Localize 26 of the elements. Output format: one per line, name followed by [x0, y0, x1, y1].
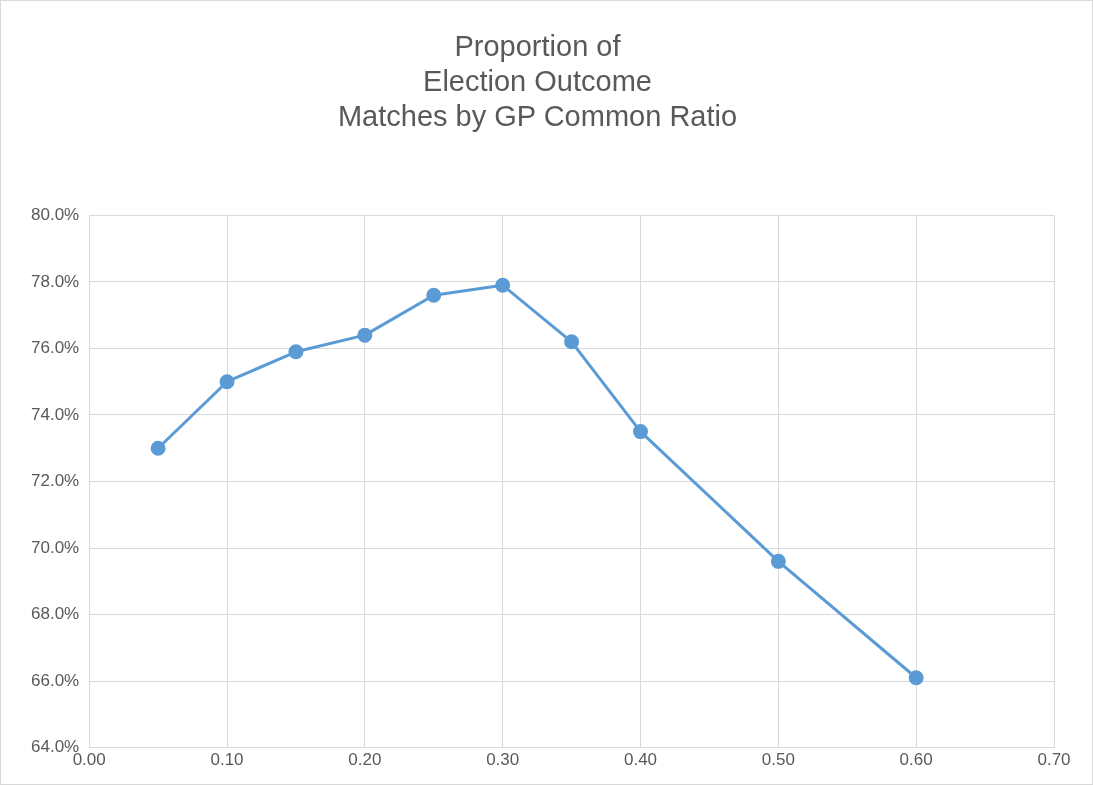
- y-tick-label: 68.0%: [31, 604, 80, 624]
- point: [357, 327, 373, 343]
- x-tick-label: 0.50: [761, 750, 795, 770]
- y-tick-label: 80.0%: [31, 205, 80, 225]
- y-tick-label: 70.0%: [31, 537, 80, 557]
- x-tick-label: 0.30: [486, 750, 520, 770]
- y-tick-label: 72.0%: [31, 471, 80, 491]
- y-tick-label: 76.0%: [31, 338, 80, 358]
- point: [426, 287, 442, 303]
- x-tick-label: 0.20: [348, 750, 382, 770]
- x-tick-label: 0.10: [210, 750, 244, 770]
- x-tick-label: 0.40: [623, 750, 658, 770]
- point: [908, 670, 924, 686]
- point: [219, 374, 235, 390]
- point: [770, 553, 786, 569]
- point: [495, 277, 511, 293]
- point: [564, 334, 580, 350]
- point: [288, 344, 304, 360]
- chart-title: Proportion of Election Outcome Matches by GP Common Ratio: [337, 30, 738, 132]
- y-tick-label: 66.0%: [31, 670, 80, 690]
- x-tick-label: 0.60: [899, 750, 933, 770]
- point: [150, 440, 166, 456]
- y-tick-label: 78.0%: [31, 271, 80, 291]
- point: [633, 424, 649, 440]
- y-tick-label: 74.0%: [31, 404, 80, 424]
- x-tick-label: 0.70: [1037, 750, 1071, 770]
